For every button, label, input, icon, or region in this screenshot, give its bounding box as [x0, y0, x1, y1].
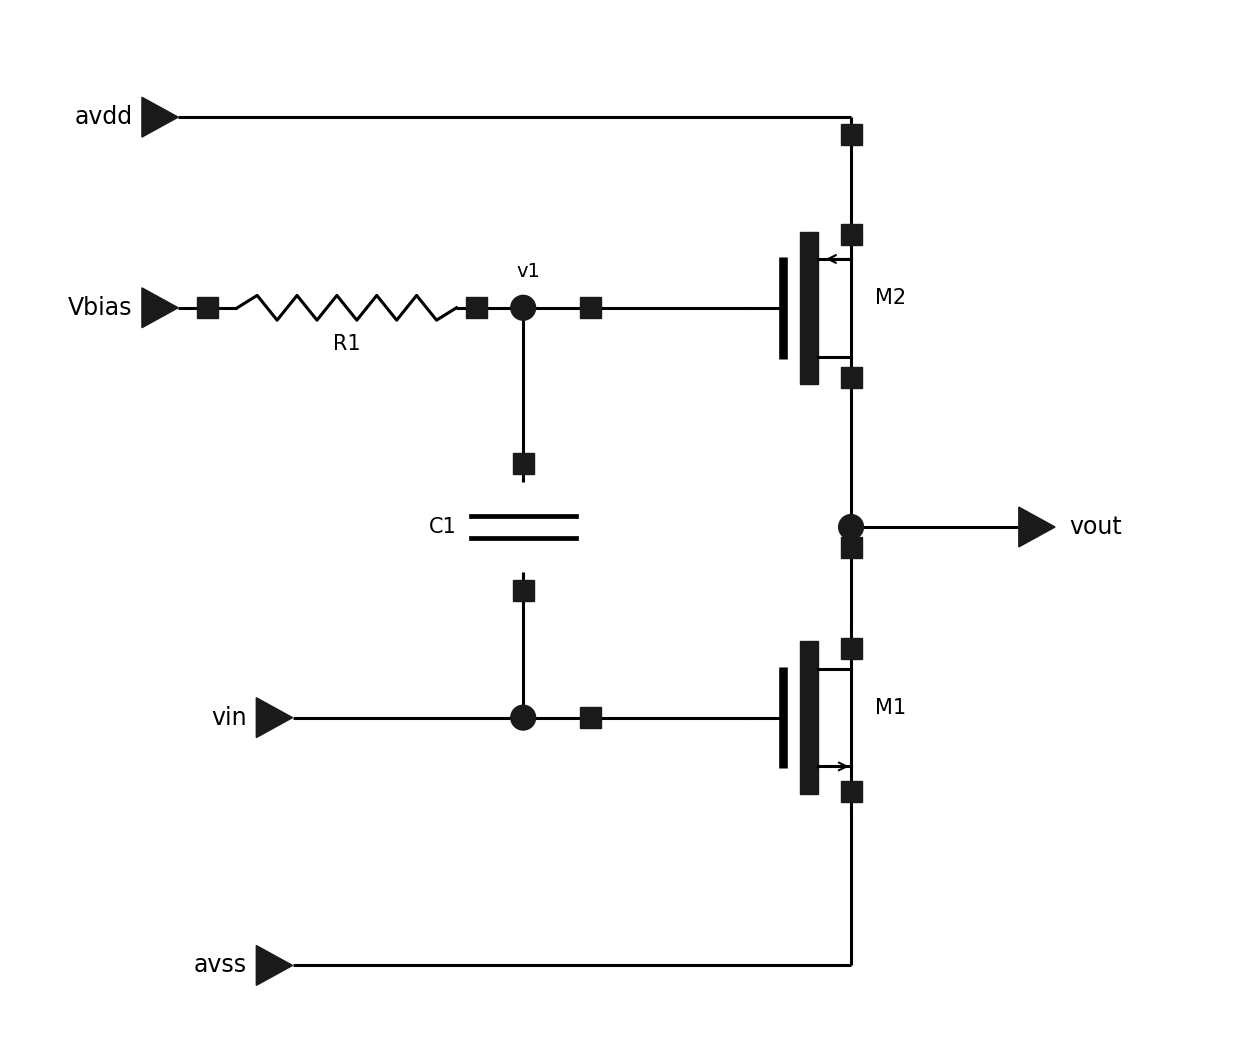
Polygon shape: [256, 945, 292, 985]
Circle shape: [511, 705, 536, 730]
Text: vin: vin: [212, 705, 246, 729]
Bar: [841, 223, 861, 245]
Bar: [841, 638, 861, 659]
Circle shape: [511, 295, 536, 320]
Bar: [512, 581, 533, 602]
Polygon shape: [256, 698, 292, 738]
Bar: [512, 452, 533, 473]
Text: Vbias: Vbias: [68, 296, 132, 319]
Text: M2: M2: [875, 288, 905, 308]
Bar: [197, 297, 218, 318]
Text: R1: R1: [333, 334, 361, 354]
Polygon shape: [142, 288, 178, 328]
Bar: [580, 707, 601, 728]
Circle shape: [839, 514, 863, 540]
Text: C1: C1: [429, 518, 456, 536]
Bar: [841, 367, 861, 388]
Bar: [580, 297, 601, 318]
Polygon shape: [142, 97, 178, 137]
Text: avdd: avdd: [74, 105, 132, 130]
Text: avss: avss: [194, 954, 246, 977]
Polygon shape: [1019, 507, 1055, 547]
Bar: [466, 297, 487, 318]
Bar: [841, 781, 861, 801]
Text: HV: HV: [826, 709, 836, 725]
Text: v1: v1: [516, 262, 539, 281]
Text: HV: HV: [826, 300, 836, 315]
Bar: [841, 538, 861, 559]
Bar: [800, 642, 819, 794]
Bar: [841, 123, 861, 144]
Bar: [800, 232, 819, 384]
Text: vout: vout: [1069, 515, 1122, 539]
Text: M1: M1: [875, 698, 905, 718]
